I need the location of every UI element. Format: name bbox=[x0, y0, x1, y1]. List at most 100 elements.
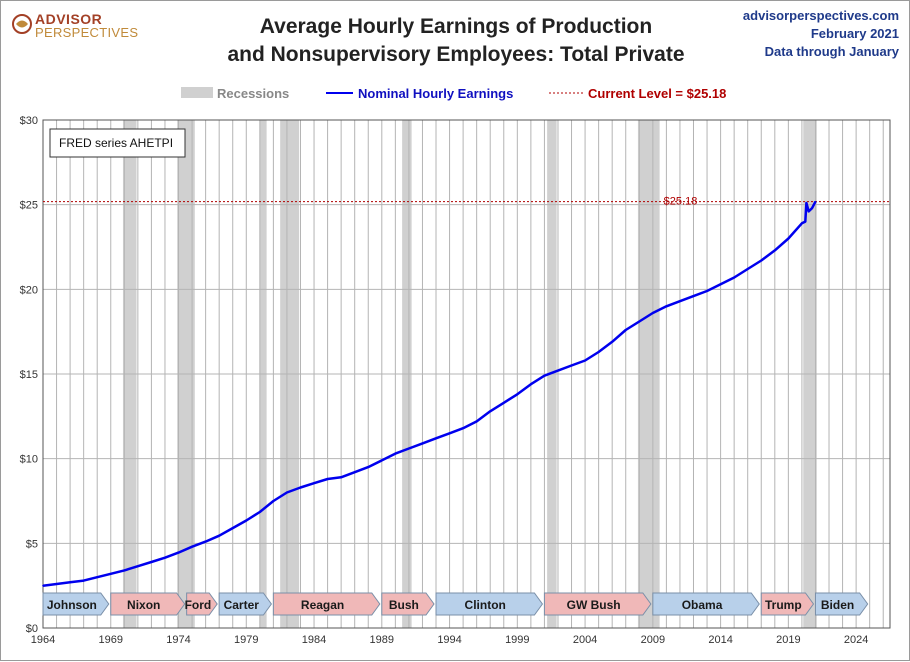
data-point bbox=[367, 466, 370, 468]
president-term-arrow bbox=[381, 592, 435, 616]
x-tick-label: 2004 bbox=[573, 634, 597, 646]
data-point bbox=[516, 393, 519, 396]
x-tick-label: 2014 bbox=[708, 634, 732, 646]
series-line-nominal-hourly-earnings bbox=[42, 201, 817, 587]
legend-recession-swatch bbox=[181, 87, 213, 98]
logo-line1: ADVISOR bbox=[35, 11, 103, 27]
data-point bbox=[177, 551, 180, 554]
current-level-label: $25.18 bbox=[664, 196, 698, 208]
x-tick-label: 1969 bbox=[99, 634, 123, 646]
data-point bbox=[137, 565, 139, 567]
y-tick-label: $0 bbox=[26, 623, 38, 635]
legend-current-label: Current Level = $25.18 bbox=[588, 86, 726, 101]
plot-border bbox=[42, 119, 891, 629]
data-point bbox=[123, 569, 126, 572]
data-point bbox=[665, 305, 668, 308]
data-point bbox=[353, 471, 356, 474]
x-tick-label: 1984 bbox=[302, 634, 326, 646]
data-point bbox=[597, 351, 600, 353]
data-point bbox=[543, 374, 546, 377]
y-tick-label: $15 bbox=[20, 369, 38, 381]
x-tick-label: 2009 bbox=[641, 634, 665, 646]
logo: ADVISOR PERSPECTIVES bbox=[11, 9, 141, 40]
data-point bbox=[69, 581, 71, 584]
data-point bbox=[408, 447, 410, 450]
logo-line2: PERSPECTIVES bbox=[35, 25, 139, 40]
data-point bbox=[394, 452, 397, 455]
data-point bbox=[55, 583, 58, 585]
president-label: Bush bbox=[389, 598, 419, 612]
president-label: Clinton bbox=[465, 598, 506, 612]
data-point bbox=[746, 268, 749, 270]
data-point bbox=[733, 276, 735, 279]
data-point bbox=[719, 283, 722, 286]
data-point bbox=[245, 519, 248, 522]
y-tick-label: $10 bbox=[20, 454, 38, 466]
data-point bbox=[259, 511, 261, 513]
data-point bbox=[807, 210, 810, 213]
president-term-arrow bbox=[652, 592, 760, 616]
data-point bbox=[652, 312, 654, 314]
y-tick-label: $25 bbox=[20, 200, 38, 212]
data-point bbox=[204, 540, 207, 543]
data-point bbox=[218, 534, 220, 537]
president-term-arrow bbox=[110, 592, 186, 616]
data-point bbox=[611, 341, 613, 343]
data-point bbox=[313, 482, 315, 485]
president-label: Biden bbox=[821, 598, 854, 612]
president-term-arrow bbox=[435, 592, 544, 616]
data-point bbox=[272, 500, 275, 502]
legend-recession-label: Recessions bbox=[217, 86, 289, 101]
series-box bbox=[49, 128, 186, 158]
data-point bbox=[557, 369, 559, 372]
president-term-arrow bbox=[218, 592, 273, 616]
president-label: Trump bbox=[765, 598, 802, 612]
president-label: Johnson bbox=[47, 598, 97, 612]
data-point bbox=[570, 364, 573, 367]
president-term-arrow bbox=[42, 592, 110, 616]
x-tick-label: 1974 bbox=[166, 634, 190, 646]
president-term-arrow bbox=[814, 592, 869, 616]
data-point bbox=[502, 401, 505, 404]
data-point bbox=[231, 527, 234, 529]
data-point bbox=[286, 491, 288, 494]
data-point bbox=[164, 556, 166, 559]
data-point bbox=[82, 579, 85, 582]
data-point bbox=[801, 222, 803, 225]
data-point bbox=[787, 237, 790, 240]
data-point bbox=[706, 290, 708, 292]
president-label: Reagan bbox=[301, 598, 344, 612]
title-line2: and Nonsupervisory Employees: Total Priv… bbox=[227, 43, 685, 66]
source-date: February 2021 bbox=[810, 26, 899, 41]
source-site: advisorperspectives.com bbox=[742, 8, 899, 23]
x-tick-label: 2019 bbox=[776, 634, 800, 646]
data-point bbox=[624, 329, 627, 331]
data-point bbox=[381, 459, 383, 462]
data-point bbox=[191, 545, 193, 548]
series-box-label: FRED series AHETPI bbox=[59, 136, 173, 150]
x-tick-label: 1989 bbox=[370, 634, 394, 646]
data-point bbox=[811, 207, 813, 209]
data-point bbox=[340, 476, 342, 479]
president-label: Ford bbox=[185, 598, 212, 612]
data-point bbox=[679, 300, 681, 302]
data-point bbox=[774, 249, 776, 252]
president-term-arrow bbox=[543, 592, 652, 616]
data-point bbox=[96, 576, 99, 578]
logo-globe-icon bbox=[12, 14, 32, 34]
data-point bbox=[150, 561, 153, 563]
president-label: Carter bbox=[224, 598, 260, 612]
x-tick-label: 1979 bbox=[234, 634, 258, 646]
source-block: advisorperspectives.com February 2021 Da… bbox=[743, 7, 899, 61]
data-point bbox=[530, 383, 532, 385]
data-point bbox=[805, 202, 808, 204]
data-point bbox=[109, 573, 112, 575]
y-tick-label: $20 bbox=[20, 284, 38, 296]
president-term-arrow bbox=[760, 592, 815, 616]
data-point bbox=[692, 295, 695, 297]
data-point bbox=[299, 486, 302, 489]
data-point bbox=[448, 432, 451, 435]
data-point bbox=[638, 320, 641, 323]
